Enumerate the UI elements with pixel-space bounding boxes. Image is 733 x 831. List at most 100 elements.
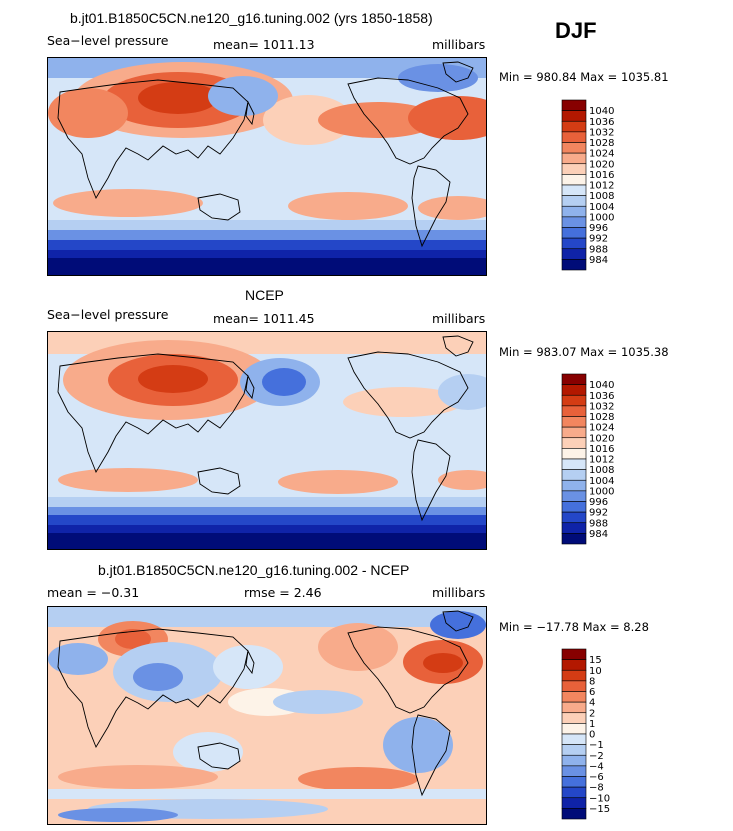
colorbar-swatch xyxy=(561,99,587,111)
colorbar-swatch xyxy=(561,723,587,735)
colorbar-swatch xyxy=(561,501,587,513)
colorbar-tick-label: 1036 xyxy=(589,117,614,128)
colorbar-swatch xyxy=(561,384,587,396)
colorbar-tick-label: 1024 xyxy=(589,149,614,160)
colorbar-swatch xyxy=(561,659,587,671)
colorbar-swatch xyxy=(561,765,587,777)
colorbar-swatch xyxy=(561,490,587,502)
colorbar-swatch xyxy=(561,195,587,207)
colorbar-tick-label: 0 xyxy=(589,730,595,741)
panel-1-colorbar: 1040 1036 1032 1028 1024 1020 1016 1012 1008 1004… xyxy=(561,99,641,271)
colorbar-tick-label: 1 xyxy=(589,719,595,730)
colorbar-tick-label: 6 xyxy=(589,687,595,698)
colorbar-tick-label: 1000 xyxy=(589,212,614,223)
colorbar-tick-label: 1028 xyxy=(589,138,614,149)
colorbar-tick-label: 2 xyxy=(589,708,595,719)
colorbar-tick-label: 1020 xyxy=(589,433,614,444)
panel-3-title: b.jt01.B1850C5CN.ne120_g16.tuning.002 - … xyxy=(98,562,410,578)
panel-1-variable-label: Sea−level pressure xyxy=(47,33,169,48)
panel-1-heatmap xyxy=(48,58,486,275)
panel-3-colorbar: 15 10 8 6 4 2 1 0 −1 −2 −4 −6 −8 −10 −15 xyxy=(561,648,641,820)
colorbar-swatch xyxy=(561,469,587,481)
colorbar-swatch xyxy=(561,458,587,470)
colorbar-swatch xyxy=(561,174,587,186)
colorbar-tick-label: 1000 xyxy=(589,486,614,497)
colorbar-tick-label: 1024 xyxy=(589,423,614,434)
panel-3-map xyxy=(47,606,487,825)
colorbar-tick-label: 10 xyxy=(589,666,602,677)
colorbar-tick-label: −15 xyxy=(589,804,610,815)
panel-3-rmse-label: rmse = 2.46 xyxy=(244,585,322,600)
panel-2-colorbar: 1040 1036 1032 1028 1024 1020 1016 1012 1008 1004… xyxy=(561,373,641,545)
colorbar-tick-label: 1032 xyxy=(589,401,614,412)
season-label: DJF xyxy=(555,18,597,43)
colorbar-swatch xyxy=(561,712,587,724)
colorbar-tick-label: 996 xyxy=(589,223,608,234)
colorbar-tick-label: −2 xyxy=(589,751,604,762)
panel-2-variable-label: Sea−level pressure xyxy=(47,307,169,322)
colorbar-tick-label: −4 xyxy=(589,761,604,772)
colorbar-swatch xyxy=(561,680,587,692)
colorbar-tick-label: 1004 xyxy=(589,202,614,213)
colorbar-tick-label: 984 xyxy=(589,529,608,540)
panel-2-colorbar-svg: 1040103610321028102410201016101210081004… xyxy=(561,373,614,545)
colorbar-swatch xyxy=(561,248,587,260)
colorbar-swatch xyxy=(561,373,587,385)
colorbar-swatch xyxy=(561,184,587,196)
colorbar-tick-label: 1008 xyxy=(589,191,614,202)
colorbar-tick-label: 1008 xyxy=(589,465,614,476)
colorbar-tick-label: 1004 xyxy=(589,476,614,487)
colorbar-swatch xyxy=(561,259,587,271)
colorbar-tick-label: 1016 xyxy=(589,444,614,455)
colorbar-swatch xyxy=(561,437,587,449)
colorbar-swatch xyxy=(561,152,587,165)
colorbar-swatch xyxy=(561,216,587,228)
colorbar-swatch xyxy=(561,511,587,524)
colorbar-swatch xyxy=(561,142,587,154)
colorbar-swatch xyxy=(561,405,587,417)
colorbar-swatch xyxy=(561,416,587,428)
colorbar-swatch xyxy=(561,733,587,745)
colorbar-swatch xyxy=(561,522,587,534)
colorbar-swatch xyxy=(561,479,587,492)
colorbar-swatch xyxy=(561,701,587,714)
colorbar-tick-label: 8 xyxy=(589,676,595,687)
colorbar-tick-label: −6 xyxy=(589,772,604,783)
colorbar-swatch xyxy=(561,448,587,460)
colorbar-swatch xyxy=(561,426,587,439)
colorbar-swatch xyxy=(561,786,587,799)
colorbar-swatch xyxy=(561,205,587,218)
colorbar-swatch xyxy=(561,797,587,809)
colorbar-tick-label: 1032 xyxy=(589,127,614,138)
panel-1-colorbar-svg: 1040103610321028102410201016101210081004… xyxy=(561,99,614,271)
colorbar-tick-label: 1020 xyxy=(589,159,614,170)
panel-2-heatmap xyxy=(48,332,486,549)
panel-3-heatmap xyxy=(48,607,486,824)
colorbar-tick-label: 1016 xyxy=(589,170,614,181)
colorbar-tick-label: 992 xyxy=(589,234,608,245)
colorbar-tick-label: 988 xyxy=(589,244,608,255)
panel-1-minmax: Min = 980.84 Max = 1035.81 xyxy=(499,70,669,84)
colorbar-tick-label: 984 xyxy=(589,255,608,266)
colorbar-swatch xyxy=(561,237,587,250)
colorbar-tick-label: 4 xyxy=(589,698,595,709)
panel-3-units-label: millibars xyxy=(432,585,486,600)
colorbar-tick-label: 992 xyxy=(589,508,608,519)
colorbar-swatch xyxy=(561,163,587,175)
colorbar-swatch xyxy=(561,754,587,767)
panel-2-units-label: millibars xyxy=(432,311,486,326)
colorbar-swatch xyxy=(561,394,587,407)
panel-2-map xyxy=(47,331,487,550)
colorbar-swatch xyxy=(561,120,587,133)
colorbar-tick-label: −8 xyxy=(589,783,604,794)
colorbar-tick-label: 988 xyxy=(589,518,608,529)
colorbar-tick-label: 15 xyxy=(589,655,602,666)
colorbar-swatch xyxy=(561,744,587,756)
colorbar-tick-label: 1036 xyxy=(589,391,614,402)
panel-3-mean-label: mean = −0.31 xyxy=(47,585,140,600)
colorbar-tick-label: 996 xyxy=(589,497,608,508)
colorbar-swatch xyxy=(561,669,587,682)
colorbar-swatch xyxy=(561,808,587,820)
panel-1-mean-label: mean= 1011.13 xyxy=(213,37,315,52)
